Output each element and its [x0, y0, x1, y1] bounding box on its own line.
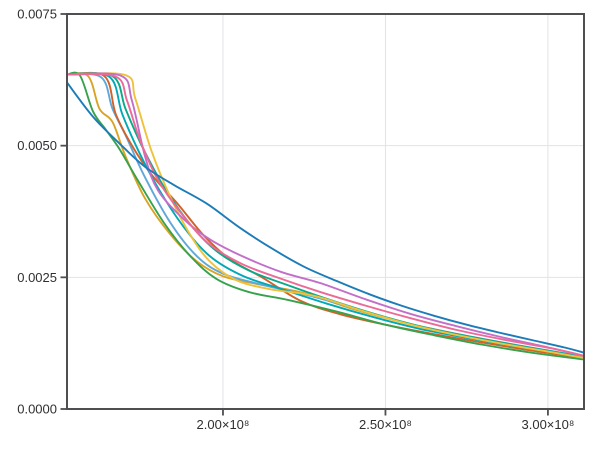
series-green-line	[66, 71, 585, 361]
x-tick-label: 3.00×10⁸	[522, 417, 575, 432]
series-blue-line	[66, 81, 585, 354]
y-tick-label: 0.0050	[17, 138, 57, 153]
y-tick-label: 0.0025	[17, 270, 57, 285]
series-yellow-line	[66, 72, 585, 359]
y-tick-label: 0.0075	[17, 7, 57, 22]
axes-frame	[66, 13, 585, 410]
x-tick-label: 2.50×10⁸	[359, 417, 412, 432]
x-tick-label: 2.00×10⁸	[197, 417, 250, 432]
series-pink-line	[66, 73, 585, 357]
y-tick-label: 0.0000	[17, 402, 57, 417]
series-magenta-line	[66, 72, 585, 357]
